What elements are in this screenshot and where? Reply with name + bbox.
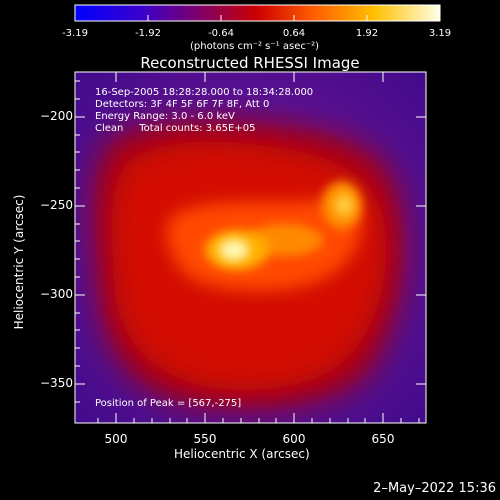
- colorbar-tick: -0.64: [208, 28, 234, 39]
- footer-timestamp: 2–May–2022 15:36: [373, 481, 496, 496]
- peak-position-label: Position of Peak = [567,-275]: [95, 398, 242, 409]
- colorbar-tick: 0.64: [282, 28, 306, 39]
- image-title: Reconstructed RHESSI Image: [140, 54, 360, 72]
- x-axis-label: Heliocentric X (arcsec): [174, 447, 310, 461]
- y-tick-label: −250: [40, 198, 73, 212]
- emission-ridge-secondary: [335, 194, 353, 216]
- info-time-range: 16-Sep-2005 18:28:28.000 to 18:34:28.000: [95, 87, 314, 98]
- info-energy-range: Energy Range: 3.0 - 6.0 keV: [95, 111, 235, 122]
- colorbar-tick: -3.19: [62, 28, 88, 39]
- colorbar: [74, 4, 441, 22]
- colorbar-tick: -1.92: [135, 28, 161, 39]
- y-axis-ticks: [75, 80, 426, 403]
- x-tick-label: 600: [282, 432, 306, 446]
- info-detectors: Detectors: 3F 4F 5F 6F 7F 8F, Att 0: [95, 99, 270, 110]
- x-axis-ticks: [97, 72, 420, 423]
- y-axis-label: Heliocentric Y (arcsec): [12, 194, 26, 330]
- y-tick-label: −200: [40, 109, 73, 123]
- info-total-counts: Clean Total counts: 3.65E+05: [95, 123, 256, 134]
- y-tick-label: −350: [40, 376, 73, 390]
- x-tick-label: 650: [371, 432, 395, 446]
- colorbar-tick: 3.19: [428, 28, 452, 39]
- plot-frame: [74, 71, 427, 424]
- colorbar-gradient: [74, 4, 441, 22]
- emission-peak-core: [219, 239, 249, 261]
- y-tick-label: −300: [40, 287, 73, 301]
- x-tick-label: 550: [193, 432, 217, 446]
- x-tick-label: 500: [104, 432, 128, 446]
- colorbar-units-label: (photons cm⁻² s⁻¹ asec⁻²): [190, 41, 320, 52]
- colorbar-tick: 1.92: [355, 28, 379, 39]
